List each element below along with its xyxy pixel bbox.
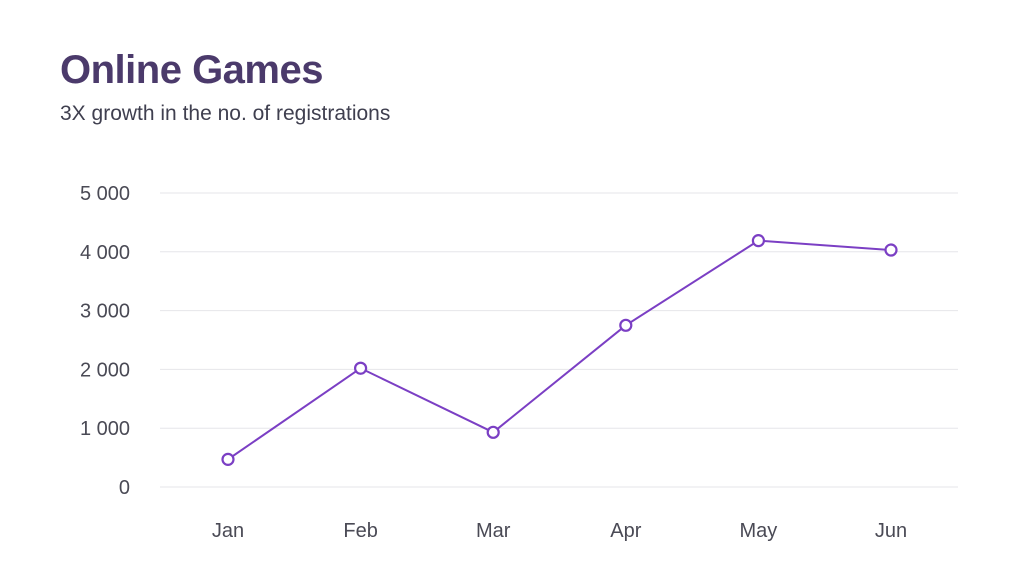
x-tick-label: Jan [212, 520, 244, 542]
series-line-layer [227, 239, 892, 461]
x-axis-tick-labels: Jan Feb Mar Apr May Jun [212, 520, 907, 542]
y-tick-label: 3 000 [80, 301, 130, 323]
x-tick-label: Jun [875, 520, 907, 542]
y-tick-label: 4 000 [80, 242, 130, 264]
series-line [227, 239, 892, 461]
gridlines [160, 192, 958, 488]
data-point [619, 318, 633, 332]
data-point [486, 425, 500, 439]
x-tick-label: Apr [610, 520, 641, 542]
chart-title: Online Games [60, 48, 323, 92]
chart-subtitle: 3X growth in the no. of registrations [60, 102, 391, 125]
y-tick-label: 1 000 [80, 418, 130, 440]
y-tick-label: 2 000 [80, 359, 130, 381]
data-point [221, 452, 235, 466]
y-tick-label: 0 [119, 477, 130, 499]
x-tick-label: May [740, 520, 778, 542]
data-point [884, 243, 898, 257]
data-point [751, 234, 766, 248]
y-tick-label: 5 000 [80, 183, 130, 205]
x-tick-label: Mar [476, 520, 511, 542]
series-points [221, 234, 898, 466]
x-tick-label: Feb [343, 520, 377, 542]
data-point [354, 361, 368, 375]
y-axis-tick-labels: 0 1 000 2 000 3 000 4 000 5 000 [80, 183, 130, 499]
